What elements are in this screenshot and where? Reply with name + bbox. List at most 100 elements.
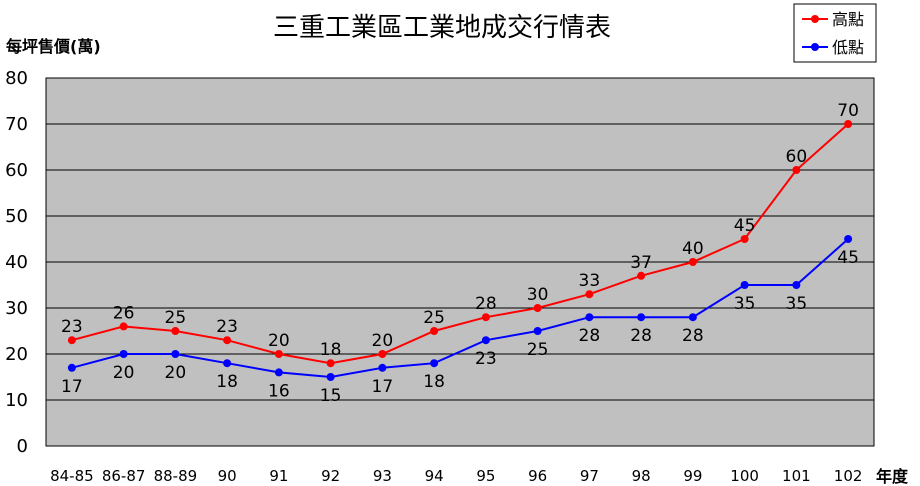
data-point [533,304,542,312]
x-axis-title: 年度 [876,467,909,486]
legend: 高點 低點 [793,3,877,63]
y-tick-label: 80 [5,68,28,89]
legend-marker-high [811,15,819,23]
data-label: 35 [786,294,808,314]
data-point [326,359,335,368]
series-lines [67,120,853,381]
data-point [119,322,128,331]
y-axis-title: 每坪售價(萬) [6,37,101,56]
data-point [378,350,387,358]
data-point [67,336,76,345]
data-point [533,327,542,335]
data-label: 23 [216,317,238,337]
data-point [481,336,490,345]
data-point [378,363,387,372]
y-tick-label: 0 [17,436,28,457]
data-point [119,350,128,358]
data-label: 30 [527,285,549,305]
x-tick-label: 93 [373,467,392,485]
data-point [585,313,594,322]
x-tick-label: 90 [218,467,237,485]
data-point [792,166,801,174]
data-point [274,368,283,377]
legend-label-high: 高點 [832,10,864,29]
data-label: 23 [61,317,83,337]
data-point [844,120,853,128]
data-point [67,363,76,372]
x-tick-label: 92 [321,467,340,485]
data-point [740,235,749,243]
x-tick-label: 88-89 [154,467,198,485]
data-label: 35 [734,294,756,314]
series-line [71,238,849,379]
data-label: 20 [113,363,135,383]
data-point [274,350,283,358]
y-tick-label: 40 [5,252,28,273]
y-tick-label: 50 [5,206,28,227]
data-label: 17 [61,377,83,397]
x-tick-label: 99 [683,467,702,485]
series-line [71,123,849,365]
chart-title: 三重工業區工業地成交行情表 [273,13,611,43]
data-label: 33 [579,271,601,291]
data-label: 28 [630,326,652,346]
data-label: 45 [734,216,756,236]
data-label: 26 [113,303,135,323]
data-label: 70 [837,101,859,121]
data-point [326,373,335,381]
x-tick-label: 101 [782,467,811,485]
x-tick-label: 94 [425,467,444,485]
data-label: 25 [423,308,445,328]
x-tick-label: 95 [476,467,495,485]
data-label: 25 [527,340,549,360]
data-label: 16 [268,381,290,401]
data-label: 18 [423,372,445,392]
x-tick-label: 98 [632,467,651,485]
data-label: 18 [320,340,342,360]
data-label: 15 [320,386,342,406]
x-tick-label: 91 [269,467,288,485]
data-label: 20 [268,331,290,351]
data-point [585,290,594,299]
x-tick-label: 86-87 [102,467,146,485]
data-point [481,313,490,322]
data-point [688,313,697,322]
data-label: 20 [372,331,394,351]
data-label: 45 [837,248,859,268]
y-tick-label: 70 [5,114,28,135]
legend-marker-low [811,43,819,51]
data-point [792,281,801,289]
data-label: 28 [579,326,601,346]
x-tick-label: 84-85 [50,467,94,485]
y-tick-label: 10 [5,390,28,411]
legend-label-low: 低點 [832,38,864,57]
data-label: 20 [165,363,187,383]
grid-lines [46,123,874,401]
data-label: 60 [786,147,808,167]
data-point [223,359,232,368]
data-point [637,313,646,322]
data-point [171,350,180,358]
x-ticks: 84-85 86-87 88-89 90 91 92 93 94 95 96 97 98 99 100 10… [50,467,862,485]
x-tick-label: 102 [834,467,863,485]
y-tick-label: 30 [5,298,28,319]
y-tick-label: 20 [5,344,28,365]
data-point [844,235,853,243]
data-point [637,271,646,280]
data-point [740,281,749,289]
data-label: 18 [216,372,238,392]
data-point [171,327,180,335]
data-point [430,327,439,335]
x-tick-label: 96 [528,467,547,485]
data-label: 28 [682,326,704,346]
data-label: 17 [372,377,394,397]
data-label: 23 [475,349,497,369]
data-point [223,336,232,345]
data-label: 40 [682,239,704,259]
data-labels: 23 26 25 23 20 18 20 25 28 30 33 37 40 45 60 70 17 20 20 18… [61,101,859,406]
data-point [430,359,439,368]
x-tick-label: 100 [730,467,759,485]
y-tick-label: 60 [5,160,28,181]
data-point [688,258,697,266]
